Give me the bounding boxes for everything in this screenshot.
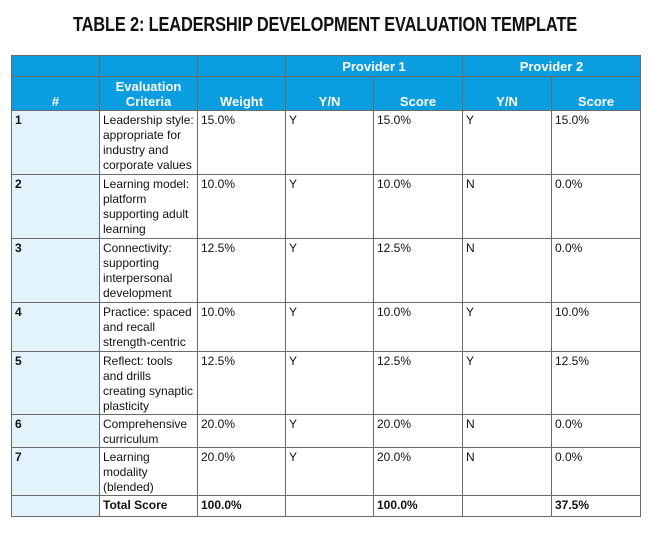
- row-p1-yn: Y: [285, 302, 374, 352]
- header-p1-score: Score: [373, 76, 463, 111]
- row-number: 5: [11, 351, 100, 415]
- row-p1-yn: Y: [285, 174, 374, 239]
- row-criteria: Leadership style: appropriate for indust…: [99, 110, 198, 175]
- row-p1-score: 12.5%: [373, 238, 463, 303]
- total-row: Total Score 100.0% 100.0% 37.5%: [11, 495, 641, 517]
- row-p2-yn: Y: [462, 110, 552, 175]
- row-criteria: Learning modality (blended): [99, 447, 198, 496]
- row-weight: 10.0%: [197, 174, 286, 239]
- row-number: 6: [11, 414, 100, 448]
- row-p2-score: 0.0%: [551, 414, 641, 448]
- row-p2-yn: N: [462, 174, 552, 239]
- evaluation-table: Provider 1 Provider 2 # Evaluation Crite…: [11, 55, 641, 517]
- table-row: 1 Leadership style: appropriate for indu…: [11, 110, 641, 175]
- header-criteria: Evaluation Criteria: [99, 76, 198, 111]
- row-criteria: Practice: spaced and recall strength-cen…: [99, 302, 198, 352]
- table-row: 6 Comprehensive curriculum 20.0% Y 20.0%…: [11, 414, 641, 448]
- row-number: 3: [11, 238, 100, 303]
- row-p2-score: 12.5%: [551, 351, 641, 415]
- row-criteria: Learning model: platform supporting adul…: [99, 174, 198, 239]
- row-p1-yn: Y: [285, 110, 374, 175]
- total-p1-score: 100.0%: [373, 495, 463, 517]
- header-provider-2: Provider 2: [462, 55, 641, 77]
- total-p2-yn: [462, 495, 552, 517]
- header-blank: [11, 55, 100, 77]
- row-weight: 12.5%: [197, 238, 286, 303]
- row-p2-yn: N: [462, 238, 552, 303]
- row-p2-yn: Y: [462, 302, 552, 352]
- row-p1-score: 20.0%: [373, 414, 463, 448]
- row-weight: 20.0%: [197, 414, 286, 448]
- header-row-providers: Provider 1 Provider 2: [11, 55, 641, 77]
- total-label: Total Score: [99, 495, 198, 517]
- header-number: #: [11, 76, 100, 111]
- row-p1-yn: Y: [285, 238, 374, 303]
- header-p2-yn: Y/N: [462, 76, 552, 111]
- row-p1-yn: Y: [285, 351, 374, 415]
- row-criteria: Connectivity: supporting interpersonal d…: [99, 238, 198, 303]
- row-number: 7: [11, 447, 100, 496]
- header-provider-1: Provider 1: [285, 55, 463, 77]
- header-blank: [197, 55, 286, 77]
- row-p1-score: 12.5%: [373, 351, 463, 415]
- row-weight: 20.0%: [197, 447, 286, 496]
- table-title: TABLE 2: LEADERSHIP DEVELOPMENT EVALUATI…: [72, 14, 578, 36]
- row-p2-score: 10.0%: [551, 302, 641, 352]
- row-criteria: Reflect: tools and drills creating synap…: [99, 351, 198, 415]
- row-weight: 10.0%: [197, 302, 286, 352]
- total-number-cell: [11, 495, 100, 517]
- row-p1-yn: Y: [285, 447, 374, 496]
- row-p2-score: 0.0%: [551, 447, 641, 496]
- row-p1-score: 15.0%: [373, 110, 463, 175]
- table-row: 2 Learning model: platform supporting ad…: [11, 174, 641, 239]
- table-row: 7 Learning modality (blended) 20.0% Y 20…: [11, 447, 641, 496]
- row-p2-score: 0.0%: [551, 238, 641, 303]
- table-row: 5 Reflect: tools and drills creating syn…: [11, 351, 641, 415]
- row-p2-score: 15.0%: [551, 110, 641, 175]
- header-blank: [99, 55, 198, 77]
- table-row: 3 Connectivity: supporting interpersonal…: [11, 238, 641, 303]
- row-p1-score: 20.0%: [373, 447, 463, 496]
- row-p1-score: 10.0%: [373, 302, 463, 352]
- row-p1-yn: Y: [285, 414, 374, 448]
- total-p2-score: 37.5%: [551, 495, 641, 517]
- row-p2-yn: N: [462, 414, 552, 448]
- header-p2-score: Score: [551, 76, 641, 111]
- total-p1-yn: [285, 495, 374, 517]
- row-weight: 12.5%: [197, 351, 286, 415]
- row-number: 1: [11, 110, 100, 175]
- header-p1-yn: Y/N: [285, 76, 374, 111]
- table-row: 4 Practice: spaced and recall strength-c…: [11, 302, 641, 352]
- header-row-columns: # Evaluation Criteria Weight Y/N Score Y…: [11, 76, 641, 111]
- header-weight: Weight: [197, 76, 286, 111]
- row-p2-score: 0.0%: [551, 174, 641, 239]
- row-number: 4: [11, 302, 100, 352]
- total-weight: 100.0%: [197, 495, 286, 517]
- row-p1-score: 10.0%: [373, 174, 463, 239]
- row-number: 2: [11, 174, 100, 239]
- row-p2-yn: Y: [462, 351, 552, 415]
- row-weight: 15.0%: [197, 110, 286, 175]
- row-criteria: Comprehensive curriculum: [99, 414, 198, 448]
- row-p2-yn: N: [462, 447, 552, 496]
